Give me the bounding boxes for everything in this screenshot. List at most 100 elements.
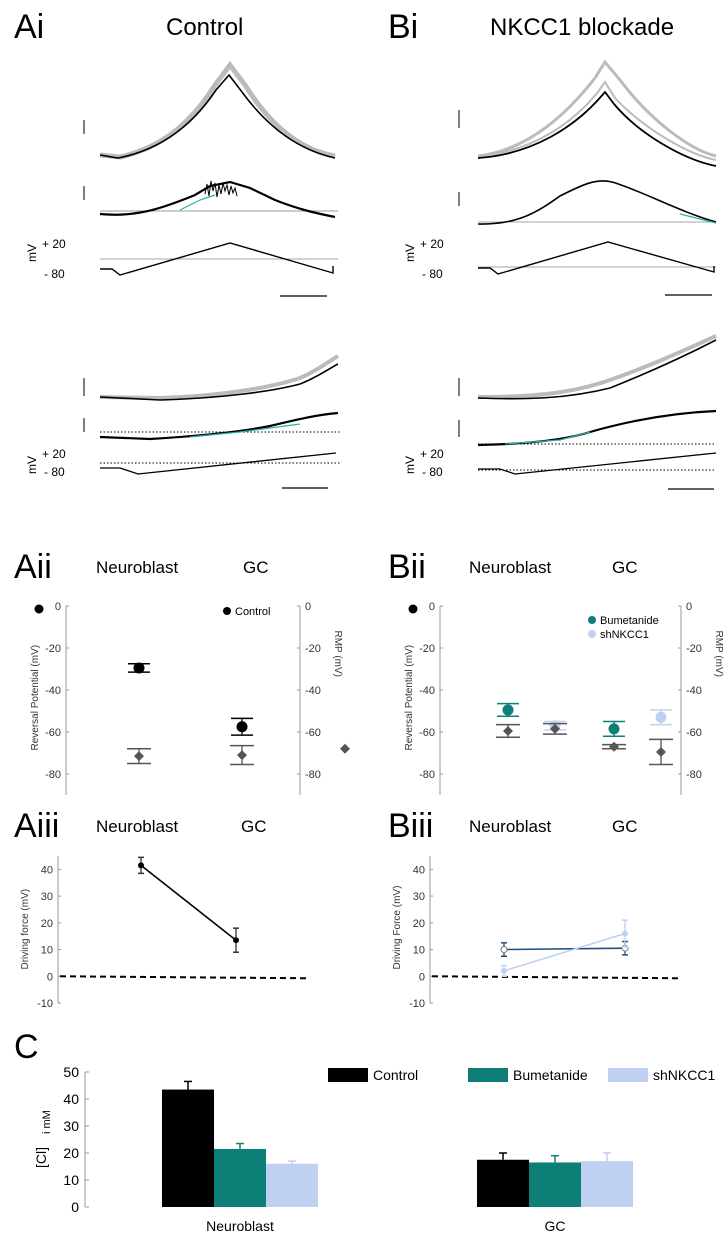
tick-label: 0: [47, 971, 53, 983]
y-axis-label: Driving force (mV): [20, 889, 31, 970]
trace-grey: [477, 334, 717, 399]
data-point: [500, 946, 508, 954]
rmp-diamond: [503, 725, 513, 736]
ramp-bottom-label: - 80: [44, 465, 65, 479]
series-line: [503, 932, 626, 972]
axis-marker-circle: [34, 604, 44, 614]
data-point: [501, 967, 507, 974]
tick-label: -10: [409, 998, 425, 1010]
panel-label-bii: Bii: [388, 548, 426, 586]
tick-label: 20: [41, 918, 53, 930]
legend-label: Control: [235, 606, 270, 618]
y-axis-label-left: Reversal Potential (mV): [404, 645, 415, 751]
ramp-top-label: + 20: [42, 237, 66, 251]
ramp-top-label: + 20: [42, 447, 66, 461]
trace-fit-teal: [504, 431, 591, 445]
data-point: [502, 704, 514, 716]
panel-title-nkcc1-blockade: NKCC1 blockade: [490, 14, 674, 41]
tick-label-right: -40: [686, 685, 702, 697]
tick-label-right: 0: [686, 601, 692, 613]
legend-label: shNKCC1: [653, 1067, 715, 1083]
y-axis-label-sub: i mM: [41, 1110, 53, 1134]
bar: [581, 1161, 633, 1207]
legend-label: Bumetanide: [513, 1067, 588, 1083]
panel-label-ai: Ai: [14, 8, 44, 46]
header-neuroblast: Neuroblast: [469, 558, 551, 577]
tick-label: 30: [63, 1118, 79, 1134]
trace-fit-teal: [189, 423, 301, 438]
series-line: [503, 947, 626, 951]
tick-label-left: -20: [45, 643, 61, 655]
y-axis-label-left: Reversal Potential (mV): [30, 645, 41, 751]
rmp-diamond: [237, 750, 247, 761]
tick-label-right: -40: [305, 685, 321, 697]
tick-label: 50: [63, 1064, 79, 1080]
rmp-diamond: [134, 751, 144, 762]
tick-label-right: -80: [686, 769, 702, 781]
trace-black: [99, 363, 339, 401]
legend-swatch: [468, 1068, 508, 1082]
tick-label-right: -20: [686, 643, 702, 655]
legend-swatch: [608, 1068, 648, 1082]
rmp-diamond: [340, 743, 350, 754]
tick-label-left: -40: [45, 685, 61, 697]
tick-label: 0: [419, 971, 425, 983]
y-axis-label: [Cl]: [33, 1147, 49, 1168]
header-neuroblast: Neuroblast: [96, 558, 178, 577]
data-point: [236, 721, 248, 733]
header-gc: GC: [612, 558, 638, 577]
trace-group-ai-top: mV + 20 - 80: [25, 60, 338, 297]
data-point: [622, 930, 628, 937]
panel-label-bi: Bi: [388, 8, 418, 46]
header-neuroblast: Neuroblast: [96, 817, 178, 836]
legend-label: Bumetanide: [600, 615, 659, 627]
tick-label: 40: [63, 1091, 79, 1107]
header-neuroblast: Neuroblast: [469, 817, 551, 836]
tick-label: 20: [63, 1145, 79, 1161]
rmp-diamond: [609, 741, 619, 752]
legend-label: Control: [373, 1067, 418, 1083]
zero-line-dashed: [431, 975, 681, 980]
tick-label-left: 0: [429, 601, 435, 613]
ramp-axis-label: mV: [403, 456, 417, 474]
tick-label: 10: [63, 1172, 79, 1188]
legend-swatch: [328, 1068, 368, 1082]
trace-black: [477, 409, 717, 447]
ramp-bottom-label: - 80: [422, 465, 443, 479]
legend-marker: [588, 630, 596, 638]
data-point: [138, 862, 144, 869]
trace-black: [99, 73, 336, 159]
trace-black: [477, 180, 717, 225]
legend-marker: [223, 607, 231, 615]
trace-black: [477, 90, 717, 167]
tick-label: 30: [41, 891, 53, 903]
ramp-axis-label: mV: [25, 244, 39, 262]
panel-label-aii: Aii: [14, 548, 52, 586]
trace-grey: [477, 80, 717, 161]
tick-label-right: -60: [686, 727, 702, 739]
tick-label-left: -60: [45, 727, 61, 739]
trace-grey: [99, 354, 340, 401]
rmp-diamond: [550, 723, 560, 734]
trace-fit-teal: [679, 213, 717, 224]
trace-group-ai-bottom: mV + 20 - 80: [25, 354, 340, 489]
ramp-bottom-label: - 80: [44, 267, 65, 281]
legend-marker: [588, 616, 596, 624]
bar: [214, 1148, 266, 1207]
tick-label-right: -20: [305, 643, 321, 655]
ramp-top-label: + 20: [420, 237, 444, 251]
trace-fit-teal: [179, 194, 216, 211]
trace-black: [99, 180, 336, 219]
legend-label: shNKCC1: [600, 629, 649, 641]
header-gc: GC: [241, 817, 267, 836]
tick-label: -10: [37, 998, 53, 1010]
bar: [162, 1089, 214, 1207]
bar: [529, 1162, 581, 1207]
trace-noise: [204, 180, 238, 198]
bar: [266, 1163, 318, 1207]
tick-label: 40: [413, 864, 425, 876]
tick-label-right: 0: [305, 601, 311, 613]
voltage-ramp: [478, 452, 717, 475]
tick-label: 20: [413, 918, 425, 930]
trace-group-bi-top: mV + 20 - 80: [403, 59, 717, 296]
